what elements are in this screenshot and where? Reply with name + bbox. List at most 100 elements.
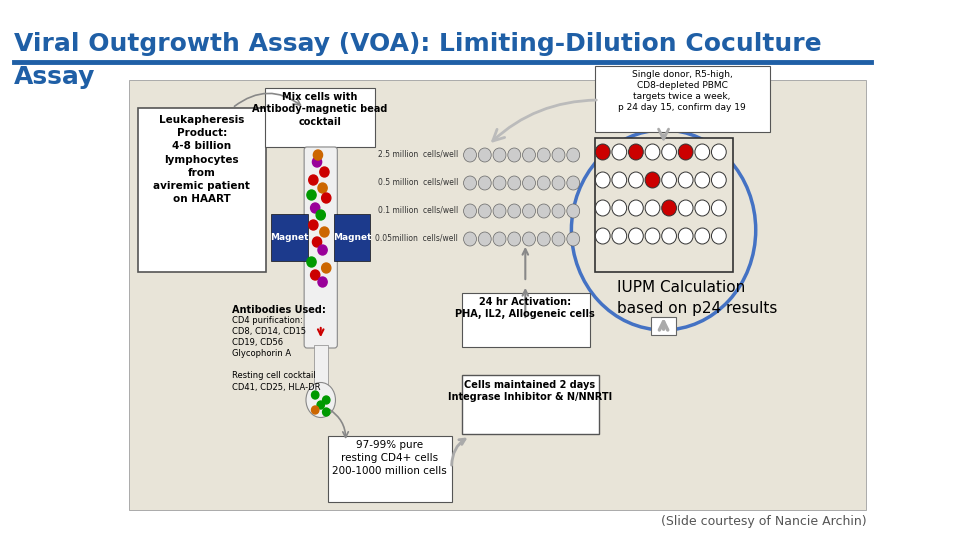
Circle shape [538, 148, 550, 162]
Circle shape [552, 176, 564, 190]
Circle shape [493, 176, 506, 190]
FancyBboxPatch shape [304, 147, 337, 348]
Circle shape [478, 176, 492, 190]
Circle shape [508, 176, 520, 190]
Circle shape [679, 228, 693, 244]
Text: 0.1 million  cells/well: 0.1 million cells/well [378, 206, 458, 214]
Ellipse shape [306, 382, 335, 417]
Circle shape [322, 263, 331, 273]
Circle shape [552, 204, 564, 218]
FancyBboxPatch shape [328, 436, 451, 502]
FancyBboxPatch shape [651, 317, 677, 335]
Circle shape [317, 401, 324, 409]
Text: 24 hr Activation:
PHA, IL2, Allogeneic cells: 24 hr Activation: PHA, IL2, Allogeneic c… [455, 297, 595, 319]
Circle shape [595, 144, 611, 160]
Circle shape [493, 232, 506, 246]
Circle shape [552, 148, 564, 162]
Circle shape [711, 144, 726, 160]
Circle shape [508, 232, 520, 246]
Circle shape [695, 228, 709, 244]
Circle shape [522, 176, 536, 190]
Circle shape [309, 175, 318, 185]
Circle shape [312, 237, 322, 247]
Circle shape [711, 228, 726, 244]
Circle shape [612, 144, 627, 160]
Circle shape [508, 148, 520, 162]
Circle shape [322, 193, 331, 203]
FancyBboxPatch shape [129, 80, 866, 510]
Text: 0.05million  cells/well: 0.05million cells/well [375, 233, 458, 242]
Text: Assay: Assay [13, 65, 95, 89]
Circle shape [679, 144, 693, 160]
Text: IUPM Calculation
based on p24 results: IUPM Calculation based on p24 results [617, 280, 778, 316]
Circle shape [538, 232, 550, 246]
Circle shape [645, 200, 660, 216]
Text: (Slide courtesy of Nancie Archin): (Slide courtesy of Nancie Archin) [660, 515, 866, 528]
Circle shape [311, 270, 320, 280]
Circle shape [629, 200, 643, 216]
Circle shape [309, 220, 318, 230]
Text: Single donor, R5-high,
CD8-depleted PBMC
targets twice a week,
p 24 day 15, conf: Single donor, R5-high, CD8-depleted PBMC… [618, 70, 746, 112]
Circle shape [320, 167, 329, 177]
Circle shape [645, 144, 660, 160]
FancyArrowPatch shape [659, 129, 668, 139]
Circle shape [464, 232, 476, 246]
Text: Magnet: Magnet [333, 233, 372, 242]
Circle shape [629, 228, 643, 244]
Circle shape [661, 144, 677, 160]
Circle shape [478, 232, 492, 246]
Circle shape [464, 204, 476, 218]
Circle shape [522, 232, 536, 246]
Circle shape [316, 210, 325, 220]
Circle shape [661, 200, 677, 216]
FancyBboxPatch shape [595, 138, 732, 272]
Circle shape [645, 172, 660, 188]
Circle shape [508, 204, 520, 218]
FancyBboxPatch shape [314, 345, 328, 385]
FancyArrowPatch shape [492, 100, 596, 141]
Circle shape [493, 148, 506, 162]
Circle shape [323, 408, 330, 416]
Circle shape [661, 228, 677, 244]
Circle shape [566, 176, 580, 190]
Text: 97-99% pure
resting CD4+ cells
200-1000 million cells: 97-99% pure resting CD4+ cells 200-1000 … [332, 440, 447, 476]
Circle shape [538, 176, 550, 190]
Circle shape [312, 157, 322, 167]
Circle shape [311, 406, 319, 414]
Text: Cells maintained 2 days
Integrase Inhibitor & N/NNRTI: Cells maintained 2 days Integrase Inhibi… [448, 380, 612, 402]
Text: 0.5 million  cells/well: 0.5 million cells/well [377, 178, 458, 186]
Circle shape [522, 204, 536, 218]
Circle shape [478, 148, 492, 162]
Circle shape [307, 190, 316, 200]
Text: Magnet: Magnet [270, 233, 308, 242]
Circle shape [595, 228, 611, 244]
Circle shape [552, 232, 564, 246]
Text: Viral Outgrowth Assay (VOA): Limiting-Dilution Coculture: Viral Outgrowth Assay (VOA): Limiting-Di… [13, 32, 822, 56]
Circle shape [566, 204, 580, 218]
Circle shape [566, 232, 580, 246]
Circle shape [661, 172, 677, 188]
FancyBboxPatch shape [271, 214, 308, 261]
Circle shape [478, 204, 492, 218]
Circle shape [679, 172, 693, 188]
Circle shape [679, 200, 693, 216]
FancyBboxPatch shape [595, 66, 770, 132]
Circle shape [695, 200, 709, 216]
FancyBboxPatch shape [334, 214, 371, 261]
FancyBboxPatch shape [462, 375, 599, 434]
Circle shape [566, 148, 580, 162]
Circle shape [318, 277, 327, 287]
Circle shape [313, 150, 323, 160]
Text: Leukapheresis
Product:
4-8 billion
lymphocytes
from
aviremic patient
on HAART: Leukapheresis Product: 4-8 billion lymph… [154, 115, 251, 204]
Circle shape [711, 172, 726, 188]
Circle shape [318, 183, 327, 193]
Circle shape [522, 148, 536, 162]
Circle shape [629, 172, 643, 188]
Text: Antibodies Used:: Antibodies Used: [232, 305, 326, 315]
Circle shape [318, 245, 327, 255]
Circle shape [464, 176, 476, 190]
Circle shape [711, 200, 726, 216]
Circle shape [320, 227, 329, 237]
Text: 2.5 million  cells/well: 2.5 million cells/well [378, 150, 458, 159]
Circle shape [645, 228, 660, 244]
